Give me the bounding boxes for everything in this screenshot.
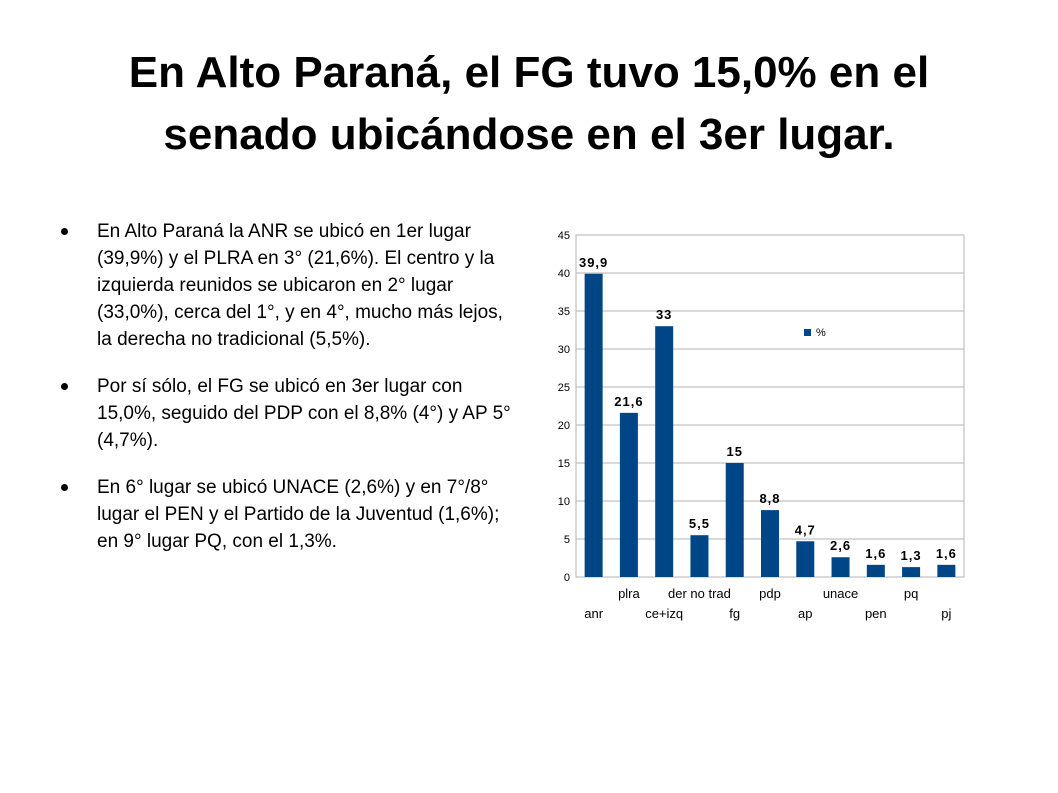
x-tick-label: anr — [584, 606, 603, 621]
x-tick-label: plra — [618, 586, 640, 601]
bar — [937, 564, 956, 577]
y-tick-label: 25 — [558, 382, 570, 394]
x-tick-label: pdp — [759, 586, 781, 601]
bar — [796, 541, 815, 577]
data-label: 15 — [726, 444, 742, 459]
y-tick-label: 35 — [558, 306, 570, 318]
y-tick-label: 5 — [564, 534, 570, 546]
bar — [655, 326, 674, 577]
bullet-text: Por sí sólo, el FG se ubicó en 3er lugar… — [97, 376, 511, 451]
data-label: 2,6 — [830, 538, 851, 553]
bullet-item: En 6° lugar se ubicó UNACE (2,6%) y en 7… — [60, 474, 512, 555]
y-tick-label: 45 — [558, 230, 570, 242]
x-tick-label: ce+izq — [645, 606, 683, 621]
data-label: 1,3 — [901, 548, 922, 563]
bar — [902, 567, 921, 577]
bullet-item: Por sí sólo, el FG se ubicó en 3er lugar… — [60, 373, 512, 454]
bar-chart: 0 5 10 15 20 25 30 35 40 45 39,9 anr 21,6 plra 33 ce+iz… — [540, 222, 970, 632]
data-label: 1,6 — [865, 546, 886, 561]
bullet-text: En 6° lugar se ubicó UNACE (2,6%) y en 7… — [97, 477, 500, 552]
bullet-dot-icon — [61, 228, 68, 235]
x-tick-label: ap — [798, 606, 812, 621]
bar — [866, 564, 885, 577]
x-tick-label: fg — [729, 606, 740, 621]
y-tick-label: 40 — [558, 268, 570, 280]
y-tick-label: 30 — [558, 344, 570, 356]
bar — [619, 412, 638, 577]
y-tick-label: 20 — [558, 420, 570, 432]
bar-chart-svg: 0 5 10 15 20 25 30 35 40 45 39,9 anr 21,6 plra 33 ce+iz… — [558, 230, 965, 621]
bullet-item: En Alto Paraná la ANR se ubicó en 1er lu… — [60, 218, 512, 353]
x-tick-label: unace — [823, 586, 858, 601]
slide-title: En Alto Paraná, el FG tuvo 15,0% en el s… — [20, 42, 1038, 166]
y-tick-label: 15 — [558, 458, 570, 470]
data-label: 8,8 — [759, 491, 780, 506]
data-label: 4,7 — [795, 522, 816, 537]
x-tick-label: der no trad — [668, 586, 731, 601]
title-line-2: senado ubicándose en el 3er lugar. — [163, 110, 895, 159]
bar — [584, 273, 603, 577]
legend-label: % — [816, 327, 826, 339]
x-tick-label: pen — [865, 606, 887, 621]
data-label: 21,6 — [614, 394, 643, 409]
y-tick-label: 10 — [558, 496, 570, 508]
data-label: 33 — [656, 307, 672, 322]
data-label: 5,5 — [689, 516, 710, 531]
title-line-1: En Alto Paraná, el FG tuvo 15,0% en el — [128, 48, 930, 97]
bullet-dot-icon — [61, 484, 68, 491]
bullet-list: En Alto Paraná la ANR se ubicó en 1er lu… — [60, 218, 512, 575]
x-tick-label: pj — [941, 606, 951, 621]
bullet-text: En Alto Paraná la ANR se ubicó en 1er lu… — [97, 221, 503, 350]
data-label: 1,6 — [936, 546, 957, 561]
bar — [690, 535, 709, 577]
y-tick-label: 0 — [564, 572, 570, 584]
bar — [725, 463, 744, 577]
data-label: 39,9 — [579, 255, 608, 270]
bar — [831, 557, 850, 577]
legend-swatch — [804, 329, 811, 336]
x-tick-label: pq — [904, 586, 918, 601]
bar — [761, 510, 779, 577]
bullet-dot-icon — [61, 383, 68, 390]
